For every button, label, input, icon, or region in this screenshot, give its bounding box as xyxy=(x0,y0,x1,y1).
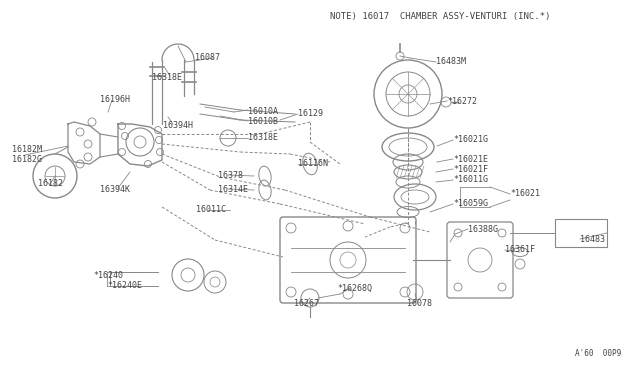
Text: *16272: *16272 xyxy=(447,96,477,106)
Text: A'60  00P9: A'60 00P9 xyxy=(575,350,621,359)
Text: 16361F: 16361F xyxy=(505,246,535,254)
Text: *16011G: *16011G xyxy=(453,176,488,185)
Text: 16182M: 16182M xyxy=(12,145,42,154)
Text: 16483: 16483 xyxy=(580,234,605,244)
Text: NOTE) 16017  CHAMBER ASSY-VENTURI (INC.*): NOTE) 16017 CHAMBER ASSY-VENTURI (INC.*) xyxy=(330,12,550,20)
Text: 16394K: 16394K xyxy=(100,185,130,193)
Text: *16021G: *16021G xyxy=(453,135,488,144)
Text: 16182G: 16182G xyxy=(12,155,42,164)
Text: 16078: 16078 xyxy=(407,299,432,308)
Text: 16182: 16182 xyxy=(38,180,63,189)
Text: 16378: 16378 xyxy=(218,171,243,180)
Text: 16196H: 16196H xyxy=(100,96,130,105)
Text: 16318E: 16318E xyxy=(152,73,182,81)
Text: *16268Q: *16268Q xyxy=(337,283,372,292)
Text: 16314E: 16314E xyxy=(218,186,248,195)
Text: *16240: *16240 xyxy=(93,270,123,279)
Text: 16318E: 16318E xyxy=(248,134,278,142)
Bar xyxy=(555,219,607,247)
Text: 16116N: 16116N xyxy=(298,160,328,169)
Text: 16483M: 16483M xyxy=(436,58,466,67)
Text: 16011C: 16011C xyxy=(196,205,226,215)
Text: 16267: 16267 xyxy=(294,299,319,308)
Text: *16021F: *16021F xyxy=(453,164,488,173)
Text: 16394H: 16394H xyxy=(163,121,193,129)
Text: *16059G: *16059G xyxy=(453,199,488,208)
Text: 16129: 16129 xyxy=(298,109,323,119)
Text: 16010A: 16010A xyxy=(248,106,278,115)
Text: 16010B: 16010B xyxy=(248,118,278,126)
Text: *16240E: *16240E xyxy=(107,282,142,291)
Text: *16021: *16021 xyxy=(510,189,540,199)
Text: *16021E: *16021E xyxy=(453,154,488,164)
Text: 16388G: 16388G xyxy=(468,224,498,234)
Text: 16087: 16087 xyxy=(195,54,220,62)
